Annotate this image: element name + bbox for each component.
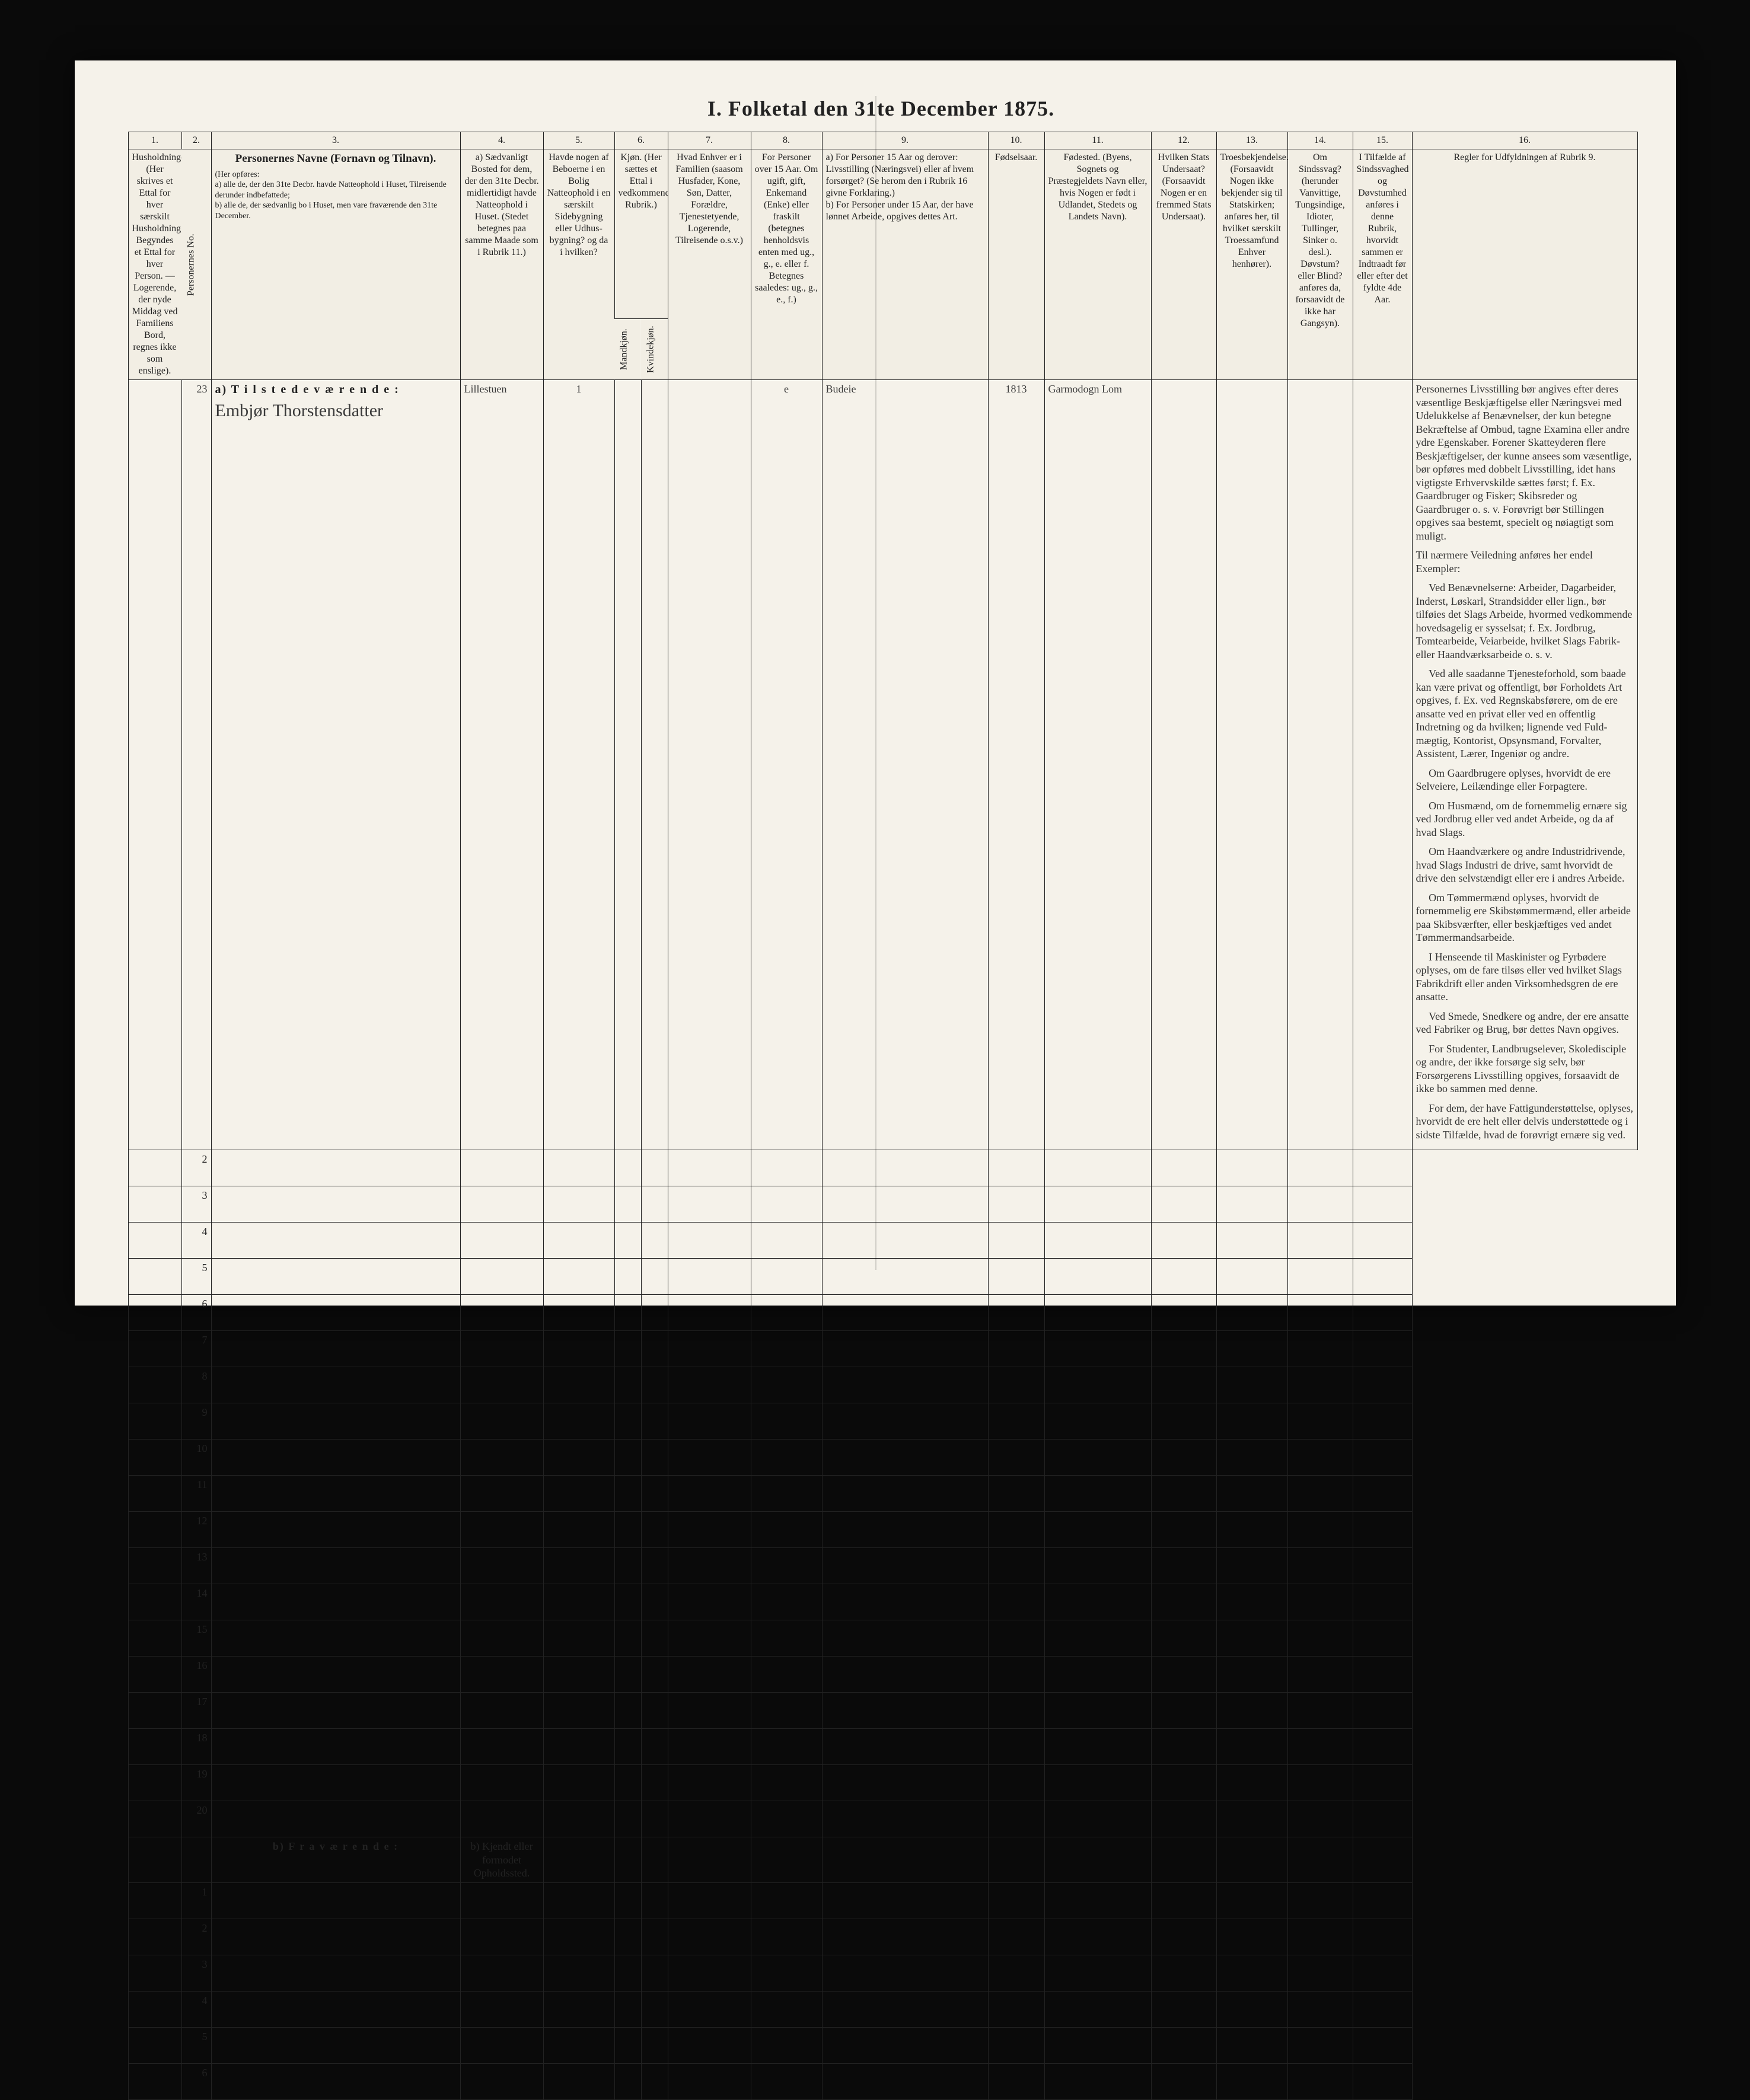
- table-row: 13: [128, 1548, 1637, 1584]
- instruction-paragraph: Ved alle saadanne Tjenesteforhold, som b…: [1416, 667, 1634, 761]
- colnum: 13.: [1216, 132, 1287, 149]
- instruction-paragraph: Ved Smede, Snedkere og andre, der ere an…: [1416, 1010, 1634, 1036]
- section-a-label: a) T i l s t e d e v æ r e n d e :: [215, 382, 457, 397]
- colnum: 6.: [614, 132, 668, 149]
- table-row: 12: [128, 1512, 1637, 1548]
- hdr-6b: Kvindekjøn.: [641, 319, 668, 380]
- hdr-1: Husholdninger. (Her skrives et Ettal for…: [128, 149, 181, 380]
- entry-c8: e: [751, 380, 822, 1150]
- instruction-paragraph: Personernes Livsstilling bør angives eft…: [1416, 382, 1634, 542]
- table-row: 2: [128, 1919, 1637, 1955]
- colnum: 8.: [751, 132, 822, 149]
- table-row: 20: [128, 1801, 1637, 1837]
- hdr-7: Hvad Enhver er i Familien (saasom Husfad…: [668, 149, 751, 380]
- hdr-2: Personernes No.: [181, 149, 211, 380]
- table-row: 4: [128, 1223, 1637, 1259]
- table-row: 7: [128, 1331, 1637, 1367]
- instruction-paragraph: Ved Benævnelserne: Arbeider, Dagarbeider…: [1416, 581, 1634, 661]
- entry-name: Embjør Thorstensdatter: [215, 400, 457, 422]
- page-title: I. Folketal den 31te December 1875.: [128, 96, 1634, 121]
- instruction-paragraph: Om Gaardbrugere oplyses, hvorvidt de ere…: [1416, 767, 1634, 793]
- section-b-row: b) F r a v æ r e n d e : b) Kjendt eller…: [128, 1837, 1637, 1883]
- table-row: 16: [128, 1657, 1637, 1693]
- table-row: 10: [128, 1440, 1637, 1476]
- table-row: 17: [128, 1693, 1637, 1729]
- table-row: 4: [128, 1991, 1637, 2027]
- table-row: 6: [128, 1295, 1637, 1331]
- table-row: 9: [128, 1403, 1637, 1440]
- colnum: 16.: [1412, 132, 1637, 149]
- section-a-cell: a) T i l s t e d e v æ r e n d e : Embjø…: [211, 380, 460, 1150]
- entry-c10: 1813: [988, 380, 1044, 1150]
- colnum: 9.: [822, 132, 988, 149]
- census-table: 1. 2. 3. 4. 5. 6. 7. 8. 9. 10. 11. 12. 1…: [128, 132, 1638, 2100]
- hdr-3: Personernes Navne (Fornavn og Tilnavn). …: [211, 149, 460, 380]
- table-row: 6: [128, 2063, 1637, 2099]
- table-row: 3: [128, 1186, 1637, 1223]
- hdr-8: For Personer over 15 Aar. Om ugift, gift…: [751, 149, 822, 380]
- table-row: 11: [128, 1476, 1637, 1512]
- document-sheet: I. Folketal den 31te December 1875.: [75, 60, 1676, 1306]
- colnum: 7.: [668, 132, 751, 149]
- instruction-paragraph: Om Haandværkere og andre Industridrivend…: [1416, 845, 1634, 885]
- instruction-paragraph: Om Tømmermænd oplyses, hvorvidt de forne…: [1416, 891, 1634, 944]
- hdr-14: Om Sindssvag? (herunder Vanvittige, Tung…: [1287, 149, 1353, 380]
- scan-frame: I. Folketal den 31te December 1875.: [0, 0, 1750, 1366]
- colnum: 2.: [181, 132, 211, 149]
- col-number-row: 1. 2. 3. 4. 5. 6. 7. 8. 9. 10. 11. 12. 1…: [128, 132, 1637, 149]
- instruction-paragraph: I Henseende til Maskinister og Fyrbødere…: [1416, 950, 1634, 1004]
- entry-c4: Lillestuen: [460, 380, 543, 1150]
- table-row: 14: [128, 1584, 1637, 1620]
- hdr-4: a) Sædvanligt Bosted for dem, der den 31…: [460, 149, 543, 380]
- hdr-5: Havde nogen af Beboerne i en Bolig Natte…: [543, 149, 614, 380]
- section-b-label: b) F r a v æ r e n d e :: [211, 1837, 460, 1883]
- colnum: 12.: [1151, 132, 1216, 149]
- entry-c11: Garmodogn Lom: [1044, 380, 1151, 1150]
- table-row: 8: [128, 1367, 1637, 1403]
- instruction-paragraph: For Studenter, Landbrugselever, Skoledis…: [1416, 1042, 1634, 1096]
- table-row: 19: [128, 1765, 1637, 1801]
- colnum: 5.: [543, 132, 614, 149]
- table-row: 2: [128, 1150, 1637, 1186]
- table-row: 3: [128, 1955, 1637, 1991]
- section-a-row: 23 a) T i l s t e d e v æ r e n d e : Em…: [128, 380, 1637, 1150]
- instruction-paragraph: Om Husmænd, om de fornemmelig ernære sig…: [1416, 799, 1634, 840]
- col-header-row: Husholdninger. (Her skrives et Ettal for…: [128, 149, 1637, 319]
- hdr-16: Regler for Udfyldningen af Rubrik 9.: [1412, 149, 1637, 380]
- hdr-6a: Mandkjøn.: [614, 319, 641, 380]
- colnum: 1.: [128, 132, 181, 149]
- hdr-13: Troesbekjendelse. (Forsaavidt Nogen ikke…: [1216, 149, 1287, 380]
- hdr-6: Kjøn. (Her sættes et Ettal i vedkommende…: [614, 149, 668, 319]
- section-b-c4: b) Kjendt eller formodet Opholdssted.: [460, 1837, 543, 1883]
- colnum: 4.: [460, 132, 543, 149]
- instructions-cell: Personernes Livsstilling bør angives eft…: [1412, 380, 1637, 1150]
- colnum: 10.: [988, 132, 1044, 149]
- hdr-3-sub: (Her opføres: a) alle de, der den 31te D…: [215, 170, 457, 222]
- table-row: 18: [128, 1729, 1637, 1765]
- hdr-12: Hvilken Stats Undersaat? (Forsaavidt Nog…: [1151, 149, 1216, 380]
- colnum: 3.: [211, 132, 460, 149]
- entry-c9: Budeie: [822, 380, 988, 1150]
- colnum: 11.: [1044, 132, 1151, 149]
- table-row: 5: [128, 1259, 1637, 1295]
- hdr-15: I Tilfælde af Sindssvaghed og Døvstumhed…: [1353, 149, 1412, 380]
- table-row: 15: [128, 1620, 1637, 1657]
- colnum: 15.: [1353, 132, 1412, 149]
- entry-num: 23: [181, 380, 211, 1150]
- instruction-paragraph: For dem, der have Fattigunderstøttelse, …: [1416, 1102, 1634, 1142]
- colnum: 14.: [1287, 132, 1353, 149]
- instruction-paragraph: Til nærmere Veiledning anføres her endel…: [1416, 548, 1634, 575]
- table-row: 5: [128, 2027, 1637, 2063]
- hdr-3-title: Personernes Navne (Fornavn og Tilnavn).: [215, 152, 457, 166]
- hdr-9: a) For Personer 15 Aar og derover: Livss…: [822, 149, 988, 380]
- entry-c5: 1: [543, 380, 614, 1150]
- hdr-10: Fødselsaar.: [988, 149, 1044, 380]
- table-row: 1: [128, 1882, 1637, 1919]
- hdr-11: Fødested. (Byens, Sognets og Præstegjeld…: [1044, 149, 1151, 380]
